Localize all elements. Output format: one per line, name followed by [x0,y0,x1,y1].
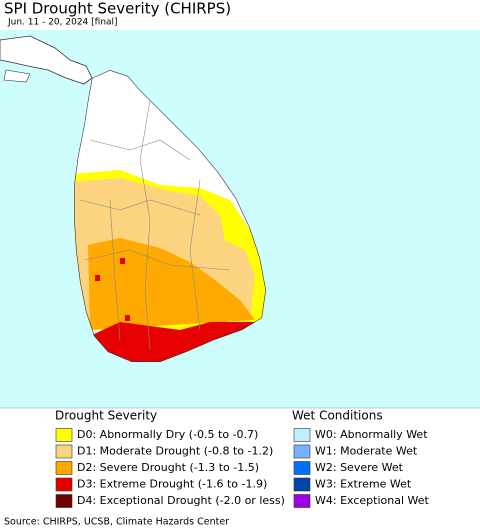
zone-d2 [88,238,255,330]
legend-swatch [293,444,311,459]
legend-label: W3: Extreme Wet [315,478,412,491]
legend-label: D4: Exceptional Drought (-2.0 or less) [77,494,285,507]
spot-d3 [120,258,125,264]
zone-d2b [110,262,175,288]
legend-swatch [293,494,311,508]
legend-title: Drought Severity [55,409,157,423]
legend-label: D0: Abnormally Dry (-0.5 to -0.7) [77,428,258,441]
legend-swatch [55,477,73,492]
legend-label: D1: Moderate Drought (-0.8 to -1.2) [77,445,273,458]
title: SPI Drought Severity (CHIRPS) [4,0,231,18]
legend-swatch [293,428,311,442]
legend-swatch [293,461,311,475]
district-borders [79,99,231,351]
legend-swatch [293,477,311,492]
legend-swatch [55,444,73,459]
legend-label: W1: Moderate Wet [315,445,418,458]
legend-swatch [55,428,73,442]
legend-label: W2: Severe Wet [315,461,404,474]
islet [3,69,31,83]
legend-label: D3: Extreme Drought (-1.6 to -1.9) [77,478,267,491]
legend-title: Wet Conditions [292,409,383,423]
spot-d3 [125,315,130,321]
coastline [74,70,266,362]
subtitle: Jun. 11 - 20, 2024 [final] [7,18,118,28]
peninsula [0,35,93,85]
legend-swatch [55,494,73,508]
legend-label: W0: Abnormally Wet [315,428,428,441]
spot-d3 [95,275,100,281]
source: Source: CHIRPS, UCSB, Climate Hazards Ce… [4,517,229,528]
legend-swatch [55,461,73,475]
legend-label: W4: Exceptional Wet [315,494,430,507]
legend-label: D2: Severe Drought (-1.3 to -1.5) [77,461,259,474]
